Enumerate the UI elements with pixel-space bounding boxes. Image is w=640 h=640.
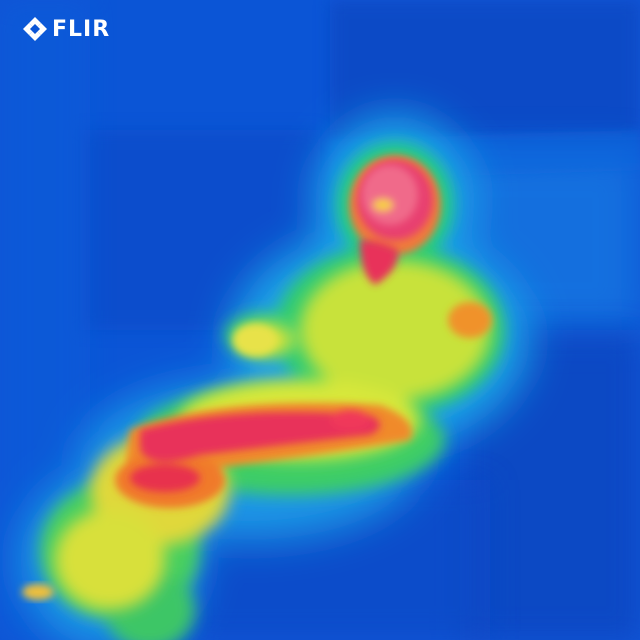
- foot-hotspot: [22, 584, 54, 600]
- hand-region: [233, 324, 277, 356]
- flir-logo: FLIR: [22, 16, 110, 42]
- flir-logo-text: FLIR: [52, 16, 111, 42]
- flir-diamond-icon: [23, 17, 47, 41]
- face-hotspot: [362, 165, 418, 225]
